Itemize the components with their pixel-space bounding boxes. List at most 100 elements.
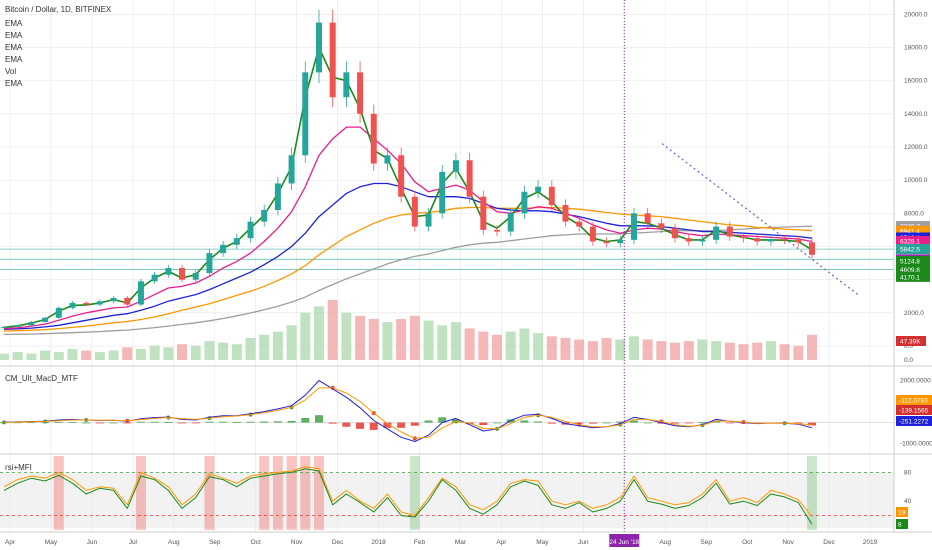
time-tick-label: Oct: [742, 539, 752, 546]
candle-body[interactable]: [672, 228, 679, 239]
volume-bar: [122, 347, 133, 360]
macd-line[interactable]: [3, 380, 813, 442]
macd-histogram-bar: [383, 422, 392, 428]
candle-body[interactable]: [274, 183, 281, 210]
candle-body[interactable]: [28, 321, 35, 326]
candle-body[interactable]: [302, 72, 309, 156]
candle-body[interactable]: [206, 253, 213, 274]
candle-body[interactable]: [630, 213, 637, 240]
volume-bar: [437, 325, 448, 360]
candle-body[interactable]: [370, 113, 377, 164]
candle-body[interactable]: [42, 317, 49, 322]
time-tick-label: Jun: [578, 539, 589, 546]
symbol-title[interactable]: Bitcoin / Dollar, 1D, BITFINEX: [5, 5, 112, 14]
candle-body[interactable]: [247, 221, 254, 239]
candle-body[interactable]: [452, 160, 459, 172]
rsi-line[interactable]: [3, 466, 813, 517]
candle-body[interactable]: [795, 239, 802, 243]
candle-body[interactable]: [384, 155, 391, 164]
candle-body[interactable]: [767, 239, 774, 242]
candle-body[interactable]: [165, 268, 172, 275]
candle-body[interactable]: [589, 226, 596, 242]
candle-body[interactable]: [398, 155, 405, 197]
macd-title[interactable]: CM_Ult_MacD_MTF: [5, 374, 78, 383]
candle-body[interactable]: [603, 241, 610, 244]
candle-body[interactable]: [14, 325, 21, 327]
candle-body[interactable]: [781, 239, 788, 241]
horizontal-levels: [0, 248, 894, 516]
candle-body[interactable]: [315, 22, 322, 73]
candle-body[interactable]: [137, 281, 144, 305]
overbought-band: [313, 456, 324, 530]
candle-body[interactable]: [713, 226, 720, 240]
legend-ema-5[interactable]: EMA: [5, 79, 23, 88]
candle-body[interactable]: [535, 186, 542, 192]
candle-body[interactable]: [96, 301, 103, 305]
candle-body[interactable]: [411, 196, 418, 227]
macd-histogram-bar: [438, 417, 447, 423]
candle-body[interactable]: [151, 274, 158, 282]
time-axis[interactable]: Apr May Jun Jul Aug Sep Oct Nov Dec 2018 Feb Mar Apr…: [5, 534, 878, 547]
candle-body[interactable]: [699, 239, 706, 242]
candle-body[interactable]: [110, 297, 117, 302]
volume-bar: [218, 342, 229, 360]
candle-body[interactable]: [644, 213, 651, 224]
trendline-segment[interactable]: [661, 143, 861, 297]
macd-histogram-bar: [328, 422, 337, 424]
candle-body[interactable]: [439, 171, 446, 214]
candle-body[interactable]: [754, 238, 761, 242]
volume-bar: [683, 341, 694, 360]
macd-line[interactable]: [3, 387, 813, 439]
candle-body[interactable]: [124, 297, 131, 305]
legend-ema-2[interactable]: EMA: [5, 31, 23, 40]
candle-body[interactable]: [507, 213, 514, 232]
trendline[interactable]: [661, 143, 861, 297]
candle-body[interactable]: [329, 22, 336, 98]
candle-body[interactable]: [69, 302, 76, 308]
candle-body[interactable]: [425, 213, 432, 227]
candle-body[interactable]: [576, 221, 583, 227]
candle-body[interactable]: [179, 268, 186, 280]
volume-bar: [67, 348, 78, 360]
rsi-title[interactable]: rsi+MFI: [5, 463, 32, 472]
volume-bar: [81, 350, 92, 360]
time-tick-label: Aug: [168, 539, 180, 546]
candle-body[interactable]: [220, 244, 227, 254]
candle-body[interactable]: [740, 236, 747, 239]
candle-body[interactable]: [55, 307, 62, 318]
candle-body[interactable]: [685, 238, 692, 242]
candle-body[interactable]: [192, 273, 199, 280]
price-tag: 4609.8: [900, 267, 920, 274]
volume-bar: [670, 342, 681, 360]
candle-body[interactable]: [617, 239, 624, 244]
macd-histogram-bar: [301, 417, 310, 423]
candle-body[interactable]: [809, 242, 815, 255]
candle-body[interactable]: [521, 191, 528, 214]
rsi-line[interactable]: [3, 468, 813, 525]
candle-body[interactable]: [1, 326, 7, 328]
volume-bar: [382, 322, 393, 360]
legend-ema-1[interactable]: EMA: [5, 19, 23, 28]
candle-body[interactable]: [466, 160, 473, 197]
candle-body[interactable]: [726, 226, 733, 237]
legend-ema-3[interactable]: EMA: [5, 43, 23, 52]
overbought-band: [204, 456, 215, 530]
macd-histogram-bar: [356, 422, 365, 429]
candle-body[interactable]: [83, 302, 90, 305]
candle-body[interactable]: [357, 72, 364, 114]
candle-body[interactable]: [343, 72, 350, 98]
legend-vol[interactable]: Vol: [5, 67, 16, 76]
ema-line[interactable]: [3, 206, 813, 332]
volume-bar: [327, 300, 338, 360]
candle-body[interactable]: [548, 186, 555, 206]
time-tick-label: 2019: [863, 539, 878, 546]
candle-body[interactable]: [658, 223, 665, 229]
candle-body[interactable]: [562, 205, 569, 222]
candle-body[interactable]: [261, 210, 268, 222]
candle-body[interactable]: [480, 196, 487, 230]
legend-ema-4[interactable]: EMA: [5, 55, 23, 64]
candle-body[interactable]: [233, 238, 240, 245]
candle-body[interactable]: [494, 229, 501, 232]
candle-body[interactable]: [288, 155, 295, 184]
